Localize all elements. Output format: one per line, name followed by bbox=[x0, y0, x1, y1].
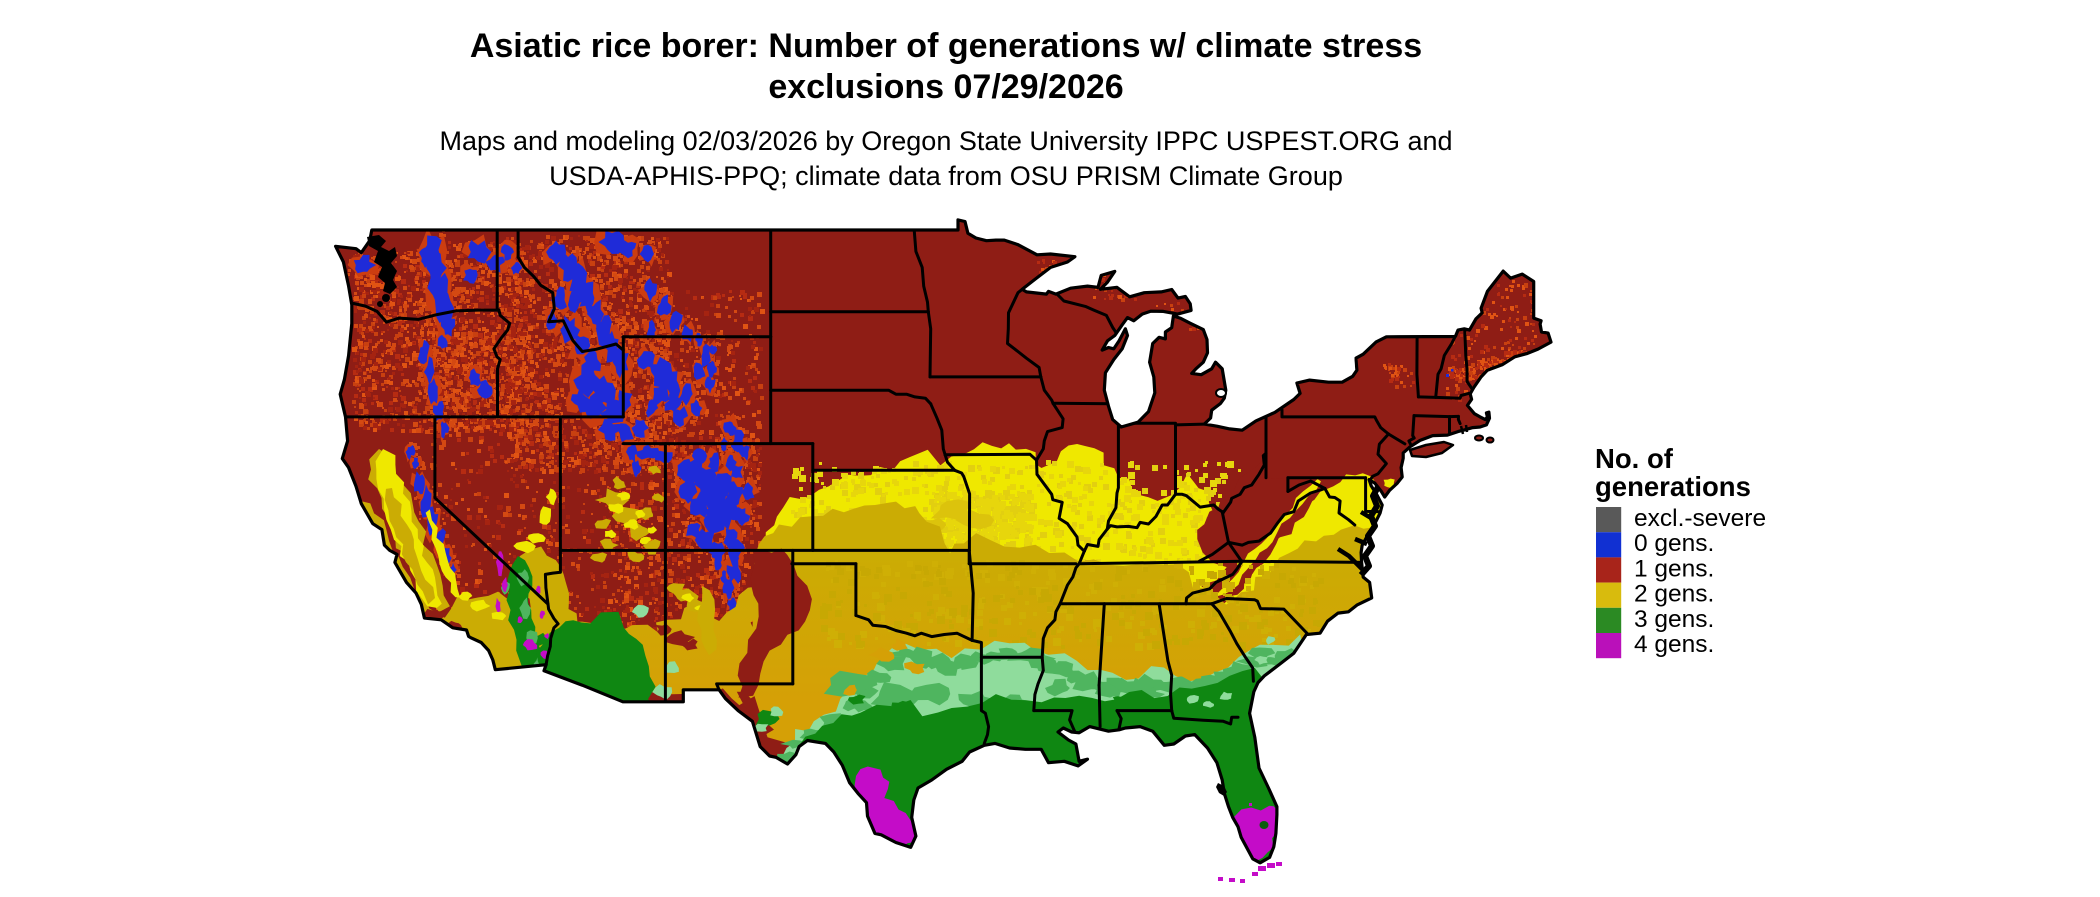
svg-text:excl.-severe: excl.-severe bbox=[1634, 505, 1766, 532]
svg-text:No. of: No. of bbox=[1595, 443, 1674, 474]
svg-text:4 gens.: 4 gens. bbox=[1634, 631, 1714, 658]
svg-text:2 gens.: 2 gens. bbox=[1634, 581, 1714, 608]
svg-text:USDA-APHIS-PPQ; climate data f: USDA-APHIS-PPQ; climate data from OSU PR… bbox=[549, 161, 1343, 191]
svg-text:0 gens.: 0 gens. bbox=[1634, 530, 1714, 557]
svg-text:Asiatic rice borer: Number of: Asiatic rice borer: Number of generation… bbox=[470, 27, 1422, 65]
svg-text:exclusions 07/29/2026: exclusions 07/29/2026 bbox=[768, 68, 1123, 106]
svg-text:1 gens.: 1 gens. bbox=[1634, 555, 1714, 582]
svg-text:3 gens.: 3 gens. bbox=[1634, 606, 1714, 633]
svg-text:generations: generations bbox=[1595, 471, 1751, 502]
svg-text:Maps and modeling 02/03/2026 b: Maps and modeling 02/03/2026 by Oregon S… bbox=[439, 126, 1452, 156]
